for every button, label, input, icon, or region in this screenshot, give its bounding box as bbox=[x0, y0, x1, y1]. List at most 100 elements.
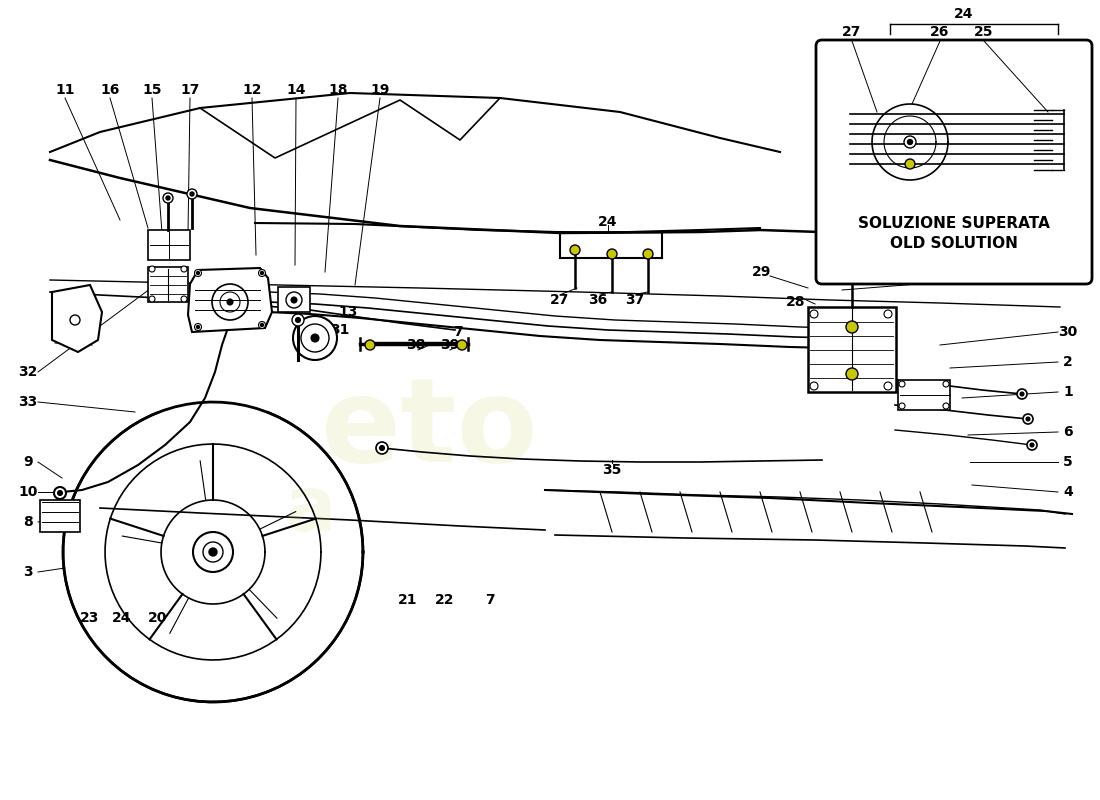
Circle shape bbox=[148, 266, 155, 272]
Circle shape bbox=[296, 318, 300, 322]
Text: 28: 28 bbox=[786, 295, 805, 309]
Text: 37: 37 bbox=[626, 293, 645, 307]
Circle shape bbox=[899, 403, 905, 409]
Text: eto: eto bbox=[321, 373, 539, 487]
Circle shape bbox=[286, 292, 302, 308]
Circle shape bbox=[195, 270, 201, 277]
Circle shape bbox=[293, 316, 337, 360]
Text: 7: 7 bbox=[485, 593, 495, 607]
Circle shape bbox=[227, 299, 233, 305]
FancyBboxPatch shape bbox=[816, 40, 1092, 284]
Bar bbox=[148, 267, 188, 302]
Text: 16: 16 bbox=[100, 83, 120, 97]
Text: 35: 35 bbox=[603, 463, 622, 477]
Circle shape bbox=[810, 382, 818, 390]
Text: 26: 26 bbox=[931, 25, 949, 39]
Circle shape bbox=[182, 296, 187, 302]
Circle shape bbox=[570, 245, 580, 255]
Circle shape bbox=[379, 446, 385, 450]
Polygon shape bbox=[52, 285, 102, 352]
Text: 29: 29 bbox=[1058, 266, 1078, 280]
Circle shape bbox=[261, 271, 264, 274]
Circle shape bbox=[905, 159, 915, 169]
Text: 25: 25 bbox=[975, 25, 993, 39]
Circle shape bbox=[261, 323, 264, 326]
Text: 33: 33 bbox=[19, 395, 37, 409]
Circle shape bbox=[1027, 440, 1037, 450]
Text: SOLUZIONE SUPERATA: SOLUZIONE SUPERATA bbox=[858, 215, 1049, 230]
Circle shape bbox=[195, 323, 201, 330]
Text: 2: 2 bbox=[1063, 355, 1072, 369]
Circle shape bbox=[292, 297, 297, 303]
Text: 17: 17 bbox=[180, 83, 200, 97]
Text: 14: 14 bbox=[286, 83, 306, 97]
Circle shape bbox=[376, 442, 388, 454]
Circle shape bbox=[258, 322, 265, 329]
Text: 29: 29 bbox=[752, 265, 772, 279]
Circle shape bbox=[166, 196, 170, 200]
Bar bbox=[148, 230, 190, 260]
Circle shape bbox=[197, 271, 199, 274]
Circle shape bbox=[301, 324, 329, 352]
Text: 4: 4 bbox=[1063, 485, 1072, 499]
Polygon shape bbox=[188, 268, 272, 332]
Text: 11: 11 bbox=[55, 83, 75, 97]
Circle shape bbox=[365, 340, 375, 350]
Text: 5: 5 bbox=[1063, 455, 1072, 469]
Text: 7: 7 bbox=[453, 325, 463, 339]
Text: 12: 12 bbox=[242, 83, 262, 97]
Circle shape bbox=[908, 139, 913, 145]
Circle shape bbox=[292, 314, 304, 326]
Bar bbox=[278, 287, 310, 312]
Text: 10: 10 bbox=[19, 485, 37, 499]
Text: 24: 24 bbox=[955, 7, 974, 21]
Circle shape bbox=[311, 334, 319, 342]
Text: 19: 19 bbox=[371, 83, 389, 97]
Text: 8: 8 bbox=[23, 515, 33, 529]
Circle shape bbox=[847, 272, 857, 282]
Text: 30: 30 bbox=[1058, 325, 1078, 339]
Circle shape bbox=[1023, 414, 1033, 424]
Circle shape bbox=[192, 532, 233, 572]
Circle shape bbox=[148, 296, 155, 302]
Circle shape bbox=[846, 368, 858, 380]
Text: 15: 15 bbox=[142, 83, 162, 97]
Bar bbox=[898, 380, 950, 410]
Text: 24: 24 bbox=[598, 215, 618, 229]
Text: 20: 20 bbox=[148, 611, 167, 625]
Circle shape bbox=[943, 381, 949, 387]
Circle shape bbox=[1030, 443, 1034, 447]
Text: 27: 27 bbox=[843, 25, 861, 39]
Circle shape bbox=[209, 548, 217, 556]
Text: 1: 1 bbox=[1063, 385, 1072, 399]
Text: 3: 3 bbox=[23, 565, 33, 579]
Circle shape bbox=[899, 381, 905, 387]
Circle shape bbox=[904, 136, 916, 148]
Circle shape bbox=[220, 292, 240, 312]
Circle shape bbox=[456, 340, 468, 350]
Text: OLD SOLUTION: OLD SOLUTION bbox=[890, 235, 1018, 250]
Circle shape bbox=[644, 249, 653, 259]
Text: 31: 31 bbox=[330, 323, 350, 337]
Circle shape bbox=[182, 266, 187, 272]
Circle shape bbox=[204, 542, 223, 562]
Text: 27: 27 bbox=[550, 293, 570, 307]
Text: 18: 18 bbox=[328, 83, 348, 97]
Circle shape bbox=[1018, 389, 1027, 399]
Circle shape bbox=[258, 270, 265, 277]
Bar bbox=[40, 500, 80, 532]
Circle shape bbox=[54, 487, 66, 499]
Bar bbox=[808, 307, 896, 392]
Circle shape bbox=[943, 403, 949, 409]
Circle shape bbox=[846, 321, 858, 333]
Circle shape bbox=[163, 193, 173, 203]
Text: 39: 39 bbox=[440, 338, 460, 352]
Circle shape bbox=[1026, 417, 1030, 421]
Circle shape bbox=[57, 490, 63, 495]
Text: 13: 13 bbox=[339, 305, 358, 319]
Text: 36: 36 bbox=[588, 293, 607, 307]
Text: a: a bbox=[284, 473, 336, 547]
Text: 24: 24 bbox=[112, 611, 132, 625]
Circle shape bbox=[607, 249, 617, 259]
Circle shape bbox=[884, 382, 892, 390]
